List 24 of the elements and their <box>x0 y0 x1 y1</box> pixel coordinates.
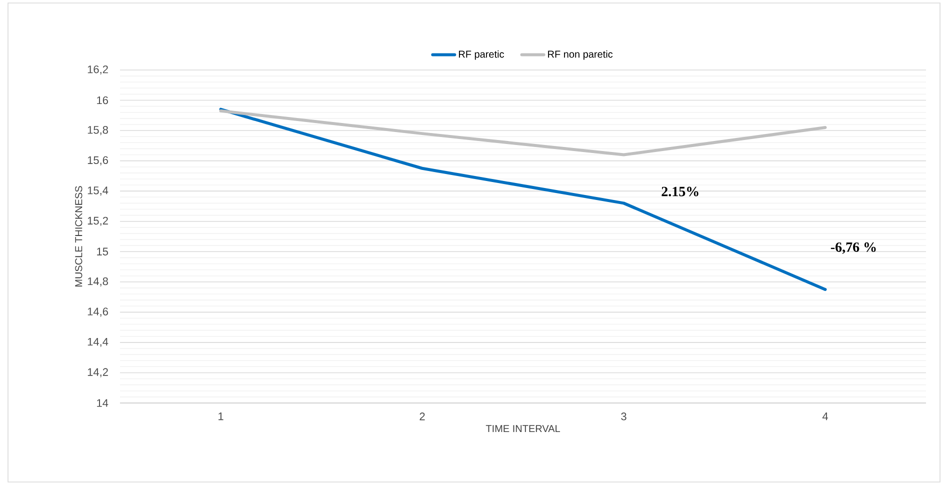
y-tick-label: 14,2 <box>88 368 108 378</box>
x-tick-label: 3 <box>621 412 626 420</box>
legend-label: RF non paretic <box>548 50 613 60</box>
y-axis-title: MUSCLE THICKNESS <box>75 186 82 287</box>
y-tick-label: 14 <box>97 399 108 407</box>
y-tick-label: 15 <box>97 248 108 256</box>
y-tick-label: 15,6 <box>88 156 108 166</box>
y-tick-label: 14,6 <box>88 308 108 317</box>
line-series <box>219 109 827 156</box>
annotation: -6,76 % <box>830 242 876 254</box>
y-tick-label: 14,4 <box>88 338 108 347</box>
x-tick-label: 2 <box>420 412 425 420</box>
legend-label: RF paretic <box>458 50 504 60</box>
annotation: 2.15% <box>662 186 698 196</box>
y-tick-label: 16,2 <box>88 65 108 75</box>
y-tick-label: 15,4 <box>88 186 108 196</box>
line-series <box>219 108 827 291</box>
y-tick-label: 16 <box>97 96 108 104</box>
y-tick-label: 15,8 <box>88 126 108 136</box>
y-tick-label: 14,8 <box>88 277 108 286</box>
x-axis-title: TIME INTERVAL <box>486 425 560 432</box>
y-tick-label: 15,2 <box>88 216 108 226</box>
x-tick-label: 1 <box>218 412 224 420</box>
x-tick-label: 4 <box>822 412 828 420</box>
